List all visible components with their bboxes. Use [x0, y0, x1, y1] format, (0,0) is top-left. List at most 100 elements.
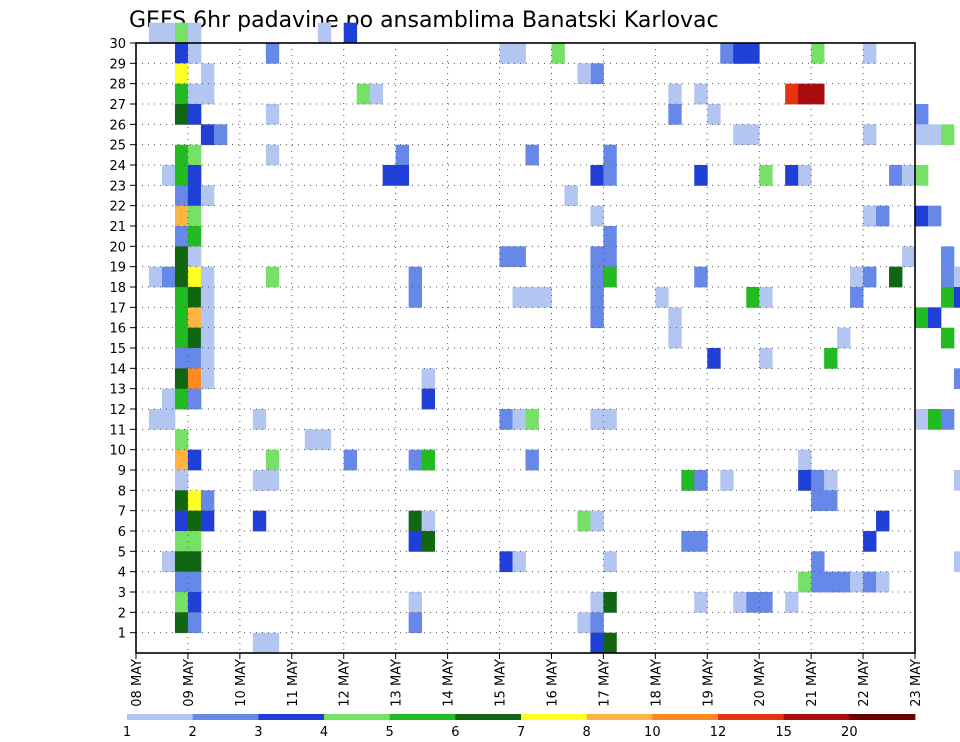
heatmap-cell [824, 348, 838, 369]
heatmap-cell [317, 22, 332, 44]
y-tick-label: 29 [109, 57, 126, 72]
y-tick-label: 6 [118, 525, 126, 540]
heatmap-cell [265, 144, 280, 166]
heatmap-cell [927, 307, 942, 329]
heatmap-cell [382, 165, 397, 186]
heatmap-cell [668, 104, 682, 125]
heatmap-cell [603, 144, 617, 166]
heatmap-cell [720, 43, 734, 64]
heatmap-cell [927, 409, 942, 430]
heatmap-cell [174, 22, 189, 44]
heatmap-cell [499, 246, 513, 268]
heatmap-cell [252, 409, 267, 430]
heatmap-cell [940, 246, 955, 268]
x-tick-label: 14 MAY [442, 659, 457, 707]
colorbar-swatch [127, 714, 194, 720]
y-tick-label: 22 [109, 200, 126, 215]
heatmap-cell [187, 226, 202, 247]
heatmap-cell [187, 165, 202, 186]
heatmap-cell [798, 165, 812, 186]
heatmap-cell [590, 246, 604, 268]
colorbar-swatch [521, 714, 588, 720]
heatmap-cell [265, 104, 280, 125]
heatmap-cell [408, 612, 423, 634]
heatmap-cell [174, 104, 189, 125]
heatmap-cell [265, 632, 280, 654]
y-axis-ticks: 1234567891011121314151617181920212223242… [109, 37, 136, 642]
y-tick-label: 10 [109, 444, 126, 459]
y-tick-label: 1 [118, 627, 126, 642]
colorbar-swatch [389, 714, 456, 720]
heatmap-cell [876, 510, 890, 532]
heatmap-cell [603, 632, 617, 654]
heatmap-cell [343, 449, 358, 471]
heatmap-cell [694, 165, 708, 186]
heatmap-cell [590, 63, 604, 85]
heatmap-cell [577, 612, 591, 634]
heatmap-cell [187, 571, 202, 593]
heatmap-cell [421, 531, 436, 552]
heatmap-cell [538, 287, 552, 308]
heatmap-cell [369, 83, 384, 105]
heatmap-cell [161, 266, 176, 288]
heatmap-cell [187, 307, 202, 329]
heatmap-cell [733, 43, 747, 64]
heatmap-cell [200, 368, 215, 390]
heatmap-cell [187, 144, 202, 166]
x-axis-ticks: 08 MAY 09 MAY 10 MAY 11 MAY 12 MAY 13 MAY 14 M… [130, 653, 924, 707]
heatmap-cell [915, 124, 929, 146]
y-tick-label: 16 [109, 322, 126, 337]
heatmap-cell [590, 307, 604, 329]
heatmap-cell [927, 124, 942, 146]
heatmap-cell [408, 266, 423, 288]
heatmap-cell [681, 531, 695, 552]
heatmap-cell [863, 571, 877, 593]
colorbar-label: 6 [451, 725, 459, 740]
heatmap-cell [408, 592, 423, 613]
heatmap-cell [408, 531, 423, 552]
heatmap-cell [187, 612, 202, 634]
heatmap-cell [850, 266, 864, 288]
heatmap-cell [811, 470, 825, 491]
heatmap-cell [590, 592, 604, 613]
colorbar-label: 4 [320, 725, 328, 740]
heatmap-cell [655, 287, 669, 308]
heatmap-cell [421, 449, 436, 471]
heatmap-cell [798, 449, 812, 471]
colorbar-swatch [192, 714, 259, 720]
heatmap-cell [408, 287, 423, 308]
heatmap-cell [811, 571, 825, 593]
heatmap-cell [187, 510, 202, 532]
colorbar-label: 12 [710, 725, 727, 740]
heatmap-cell [759, 348, 773, 369]
heatmap-cell [681, 470, 695, 491]
heatmap-cell [564, 185, 578, 207]
heatmap-cell [694, 592, 708, 613]
heatmap-cell [512, 409, 526, 430]
heatmap-cell [343, 22, 358, 44]
x-tick-label: 13 MAY [390, 659, 405, 707]
y-tick-label: 13 [109, 383, 126, 398]
heatmap-cell [811, 551, 825, 573]
heatmap-cell [668, 327, 682, 349]
x-tick-label: 15 MAY [494, 659, 509, 707]
y-tick-label: 9 [118, 464, 126, 479]
heatmap-cell [200, 307, 215, 329]
heatmap-cell [603, 266, 617, 288]
heatmap-cell [200, 490, 215, 512]
heatmap-cell [811, 490, 825, 512]
heatmap-cell [694, 266, 708, 288]
heatmap-cell [953, 551, 960, 573]
heatmap-cell [187, 388, 202, 410]
heatmap-cell [694, 83, 708, 105]
x-tick-label: 17 MAY [597, 659, 612, 707]
heatmap-cell [174, 571, 189, 593]
heatmap-cell [863, 266, 877, 288]
y-tick-label: 19 [109, 261, 126, 276]
heatmap-cell [824, 571, 838, 593]
heatmap-cell [174, 83, 189, 105]
x-tick-label: 16 MAY [545, 659, 560, 707]
heatmap-cell [811, 83, 825, 105]
y-tick-label: 12 [109, 403, 126, 418]
colorbar-label: 8 [583, 725, 591, 740]
